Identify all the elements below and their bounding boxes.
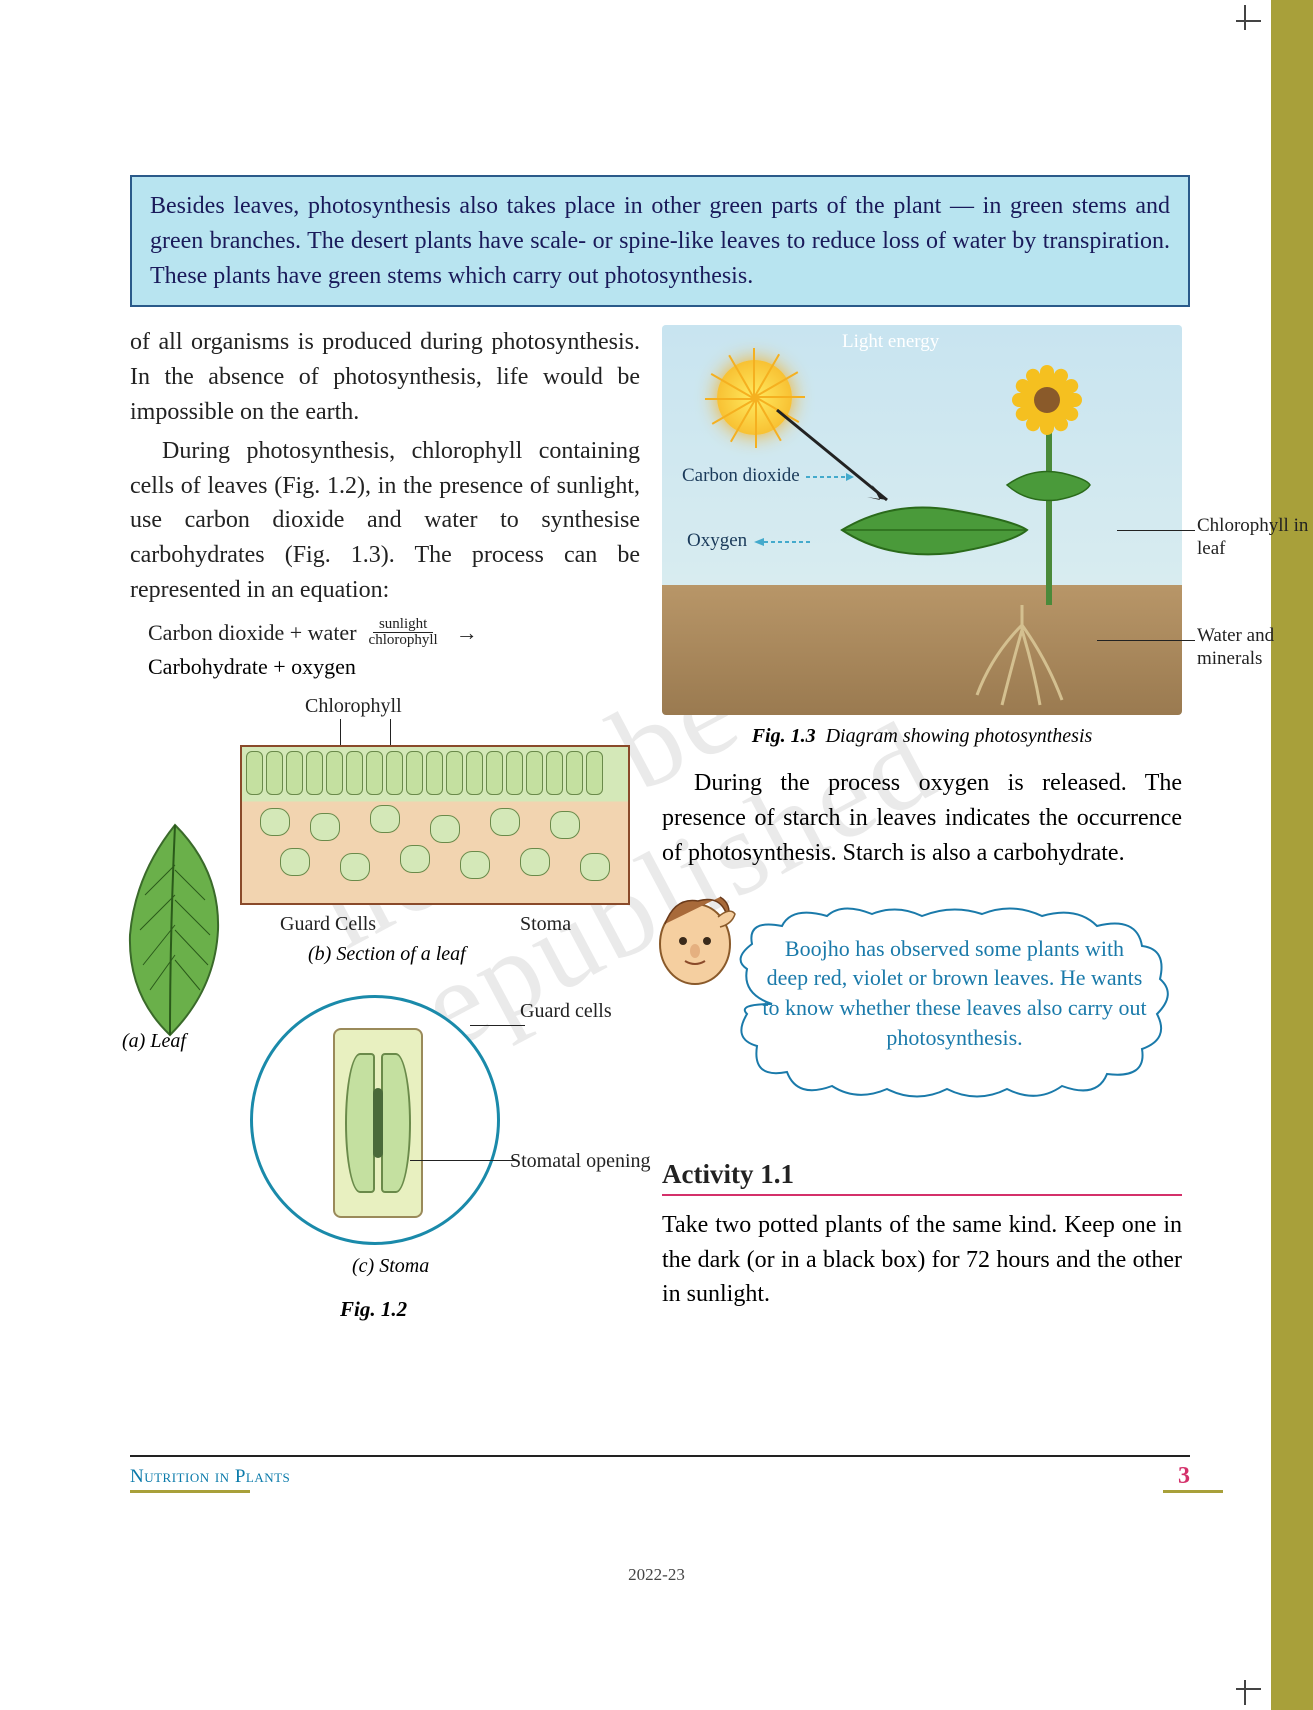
info-box-text: Besides leaves, photosynthesis also take… xyxy=(150,193,1170,289)
info-callout-box: Besides leaves, photosynthesis also take… xyxy=(130,175,1190,307)
activity-heading: Activity 1.1 xyxy=(662,1159,1182,1196)
leaf-a-illustration xyxy=(110,815,240,1045)
arrow-bottom-label: chlorophyll xyxy=(363,633,444,648)
figure-1-2: Chlorophyll xyxy=(130,695,640,1375)
left-column: of all organisms is produced during phot… xyxy=(130,325,640,1374)
guard-cells-label: Guard Cells xyxy=(280,913,376,936)
right-para-1: During the process oxygen is released. T… xyxy=(662,766,1182,870)
page-number: 3 xyxy=(1178,1463,1190,1490)
left-para-2: During photosynthesis, chlorophyll conta… xyxy=(130,434,640,608)
stoma-label: Stoma xyxy=(520,913,571,936)
page-footer: Nutrition in Plants 3 xyxy=(130,1455,1190,1490)
figure-1-2-caption: Fig. 1.2 xyxy=(340,1297,407,1322)
roots-icon xyxy=(962,605,1082,715)
crop-mark-bottom xyxy=(1226,1670,1261,1705)
chapter-title: Nutrition in Plants xyxy=(130,1466,290,1488)
arrow-top-label: sunlight xyxy=(373,618,433,634)
footer-underline-right xyxy=(1163,1490,1223,1493)
stoma-circle-diagram xyxy=(250,995,500,1245)
section-caption: (b) Section of a leaf xyxy=(308,943,466,966)
equation-line-1: Carbon dioxide + water sunlight chloroph… xyxy=(148,618,640,648)
stoma-caption: (c) Stoma xyxy=(352,1255,429,1278)
stomatal-opening-label: Stomatal opening xyxy=(510,1150,651,1173)
equation-reactants: Carbon dioxide + water xyxy=(148,620,357,646)
boojho-thought-text: Boojho has observed some plants with dee… xyxy=(762,934,1147,1053)
page-content: Besides leaves, photosynthesis also take… xyxy=(130,175,1190,1375)
arrow-symbol: → xyxy=(456,620,478,646)
light-energy-label: Light energy xyxy=(842,331,939,353)
equation-line-2: Carbohydrate + oxygen xyxy=(148,654,640,680)
equation-arrow: sunlight chlorophyll xyxy=(363,618,444,648)
side-accent-bar xyxy=(1271,0,1313,1710)
leaf-a-caption: (a) Leaf xyxy=(122,1030,186,1053)
small-leaf-icon xyxy=(1002,465,1092,505)
footer-underline-left xyxy=(130,1490,250,1493)
figure-1-3-wrap: Light energy Carbon dioxide Oxygen Chlor… xyxy=(662,325,1182,715)
figure-1-3-caption: Fig. 1.3 Diagram showing photosynthesis xyxy=(662,725,1182,748)
flower-icon xyxy=(1012,365,1082,435)
crop-mark-top xyxy=(1226,5,1261,40)
guard-cells-label-2: Guard cells xyxy=(520,1000,612,1023)
year-footer: 2022-23 xyxy=(0,1565,1313,1585)
water-minerals-label: Water and minerals xyxy=(1197,625,1313,671)
figure-1-3: Light energy Carbon dioxide Oxygen xyxy=(662,325,1182,715)
activity-body-text: Take two potted plants of the same kind.… xyxy=(662,1208,1182,1312)
chlorophyll-label: Chlorophyll xyxy=(305,695,402,718)
co2-label: Carbon dioxide xyxy=(682,465,864,487)
leaf-section-diagram xyxy=(240,745,630,905)
chlorophyll-in-leaf-label: Chlorophyll in leaf xyxy=(1197,515,1313,561)
right-column: Light energy Carbon dioxide Oxygen Chlor… xyxy=(662,325,1182,1374)
equation-products: Carbohydrate + oxygen xyxy=(148,654,356,679)
left-para-1: of all organisms is produced during phot… xyxy=(130,325,640,429)
main-leaf-icon xyxy=(832,495,1032,565)
o2-label: Oxygen xyxy=(687,530,812,552)
boojho-thought-bubble: Boojho has observed some plants with dee… xyxy=(662,889,1182,1119)
